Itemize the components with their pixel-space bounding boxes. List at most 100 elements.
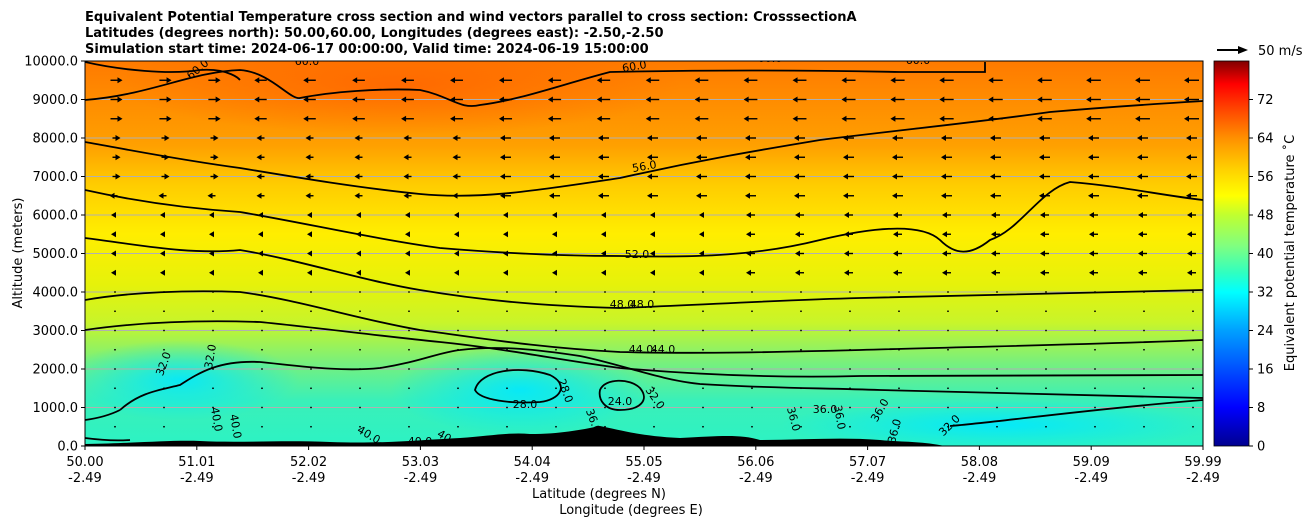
wind-vector — [254, 115, 267, 122]
wind-vector — [647, 173, 658, 180]
contour-label: 40.0 — [208, 406, 225, 432]
wind-vector — [1184, 77, 1199, 84]
wind-vector — [996, 425, 998, 428]
wind-vector — [601, 212, 606, 218]
wind-vector — [114, 291, 116, 293]
colorbar-tick-label: 32 — [1257, 286, 1274, 301]
wind-vector — [746, 212, 755, 218]
contour-44 — [85, 290, 1203, 354]
wind-vector — [452, 135, 461, 141]
wind-vector — [942, 212, 951, 218]
wind-vector — [647, 154, 658, 161]
wind-vector — [947, 368, 949, 370]
wind-vector — [110, 77, 123, 84]
wind-vector — [898, 406, 900, 409]
wind-vector — [1192, 348, 1194, 351]
wind-vector — [699, 231, 704, 238]
wind-vector — [598, 173, 609, 180]
contour-60-top — [85, 62, 986, 107]
wind-vector — [258, 231, 263, 238]
wind-vector — [696, 173, 707, 180]
wind-vector — [892, 154, 903, 161]
wind-vector — [1187, 269, 1196, 276]
wind-vector — [604, 406, 606, 409]
wind-vector — [212, 387, 214, 390]
wind-vector — [114, 406, 116, 409]
wind-vector — [893, 269, 902, 276]
wind-vector — [751, 406, 753, 409]
x-tick-label-lon: -2.49 — [292, 471, 326, 486]
wind-vector — [898, 368, 900, 370]
wind-vector — [794, 173, 805, 180]
y-axis-label: Altitude (meters) — [11, 198, 26, 309]
plot-area: 60.0 60.0 60.0 60.0 60.056.052.048.048.044.0… — [85, 58, 1203, 446]
wind-vector — [307, 269, 312, 276]
wind-vector — [849, 329, 851, 332]
wind-vector — [702, 406, 704, 409]
wind-vector — [996, 310, 998, 313]
contour-32-bottom — [85, 399, 1203, 427]
wind-vector — [110, 115, 123, 122]
wind-vector — [1143, 406, 1145, 409]
wind-vector — [1192, 291, 1194, 293]
wind-vector — [745, 173, 756, 180]
wind-vector — [939, 96, 954, 103]
x-axis-ticks: 50.00-2.4951.01-2.4952.02-2.4953.03-2.49… — [66, 446, 1222, 486]
wind-vector — [751, 310, 753, 313]
wind-vector — [207, 192, 216, 199]
wind-vector — [800, 406, 802, 409]
wind-vector — [653, 425, 655, 428]
wind-vector — [653, 348, 655, 351]
wind-vector — [751, 348, 753, 351]
wind-vector — [751, 329, 753, 332]
wind-vector — [503, 269, 508, 276]
wind-vector — [1186, 154, 1197, 161]
wind-vector — [210, 154, 219, 161]
contour-label: 60.0 — [621, 58, 647, 75]
chart-title-line-3: Simulation start time: 2024-06-17 00:00:… — [85, 42, 649, 57]
wind-vector — [990, 173, 1001, 180]
wind-vector — [598, 154, 609, 161]
colorbar-tick-label: 0 — [1257, 440, 1265, 455]
wind-vector — [653, 310, 655, 313]
wind-vector — [1135, 77, 1150, 84]
contour-36 — [119, 347, 1203, 411]
wind-vector — [1192, 406, 1194, 409]
wind-vector — [598, 192, 609, 199]
wind-vector — [849, 425, 851, 428]
wind-vector — [996, 406, 998, 409]
wind-vector — [208, 96, 221, 103]
wind-vector — [305, 135, 314, 141]
contour-label: 44.0 — [651, 343, 676, 356]
wind-vector — [503, 212, 508, 218]
wind-vector — [647, 135, 658, 141]
wind-vector — [261, 329, 263, 332]
wind-vector — [601, 250, 606, 257]
wind-vector — [743, 115, 758, 122]
wind-vector — [261, 387, 263, 390]
wind-vector — [751, 291, 753, 293]
wind-vector — [650, 269, 655, 276]
wind-vector — [991, 231, 1000, 238]
wind-vector — [604, 291, 606, 293]
wind-vector — [843, 154, 854, 161]
wind-vector — [849, 310, 851, 313]
wind-vector — [795, 269, 804, 276]
wind-vector — [112, 154, 121, 161]
wind-vector — [457, 329, 459, 332]
wind-vector — [359, 348, 361, 351]
wind-vector — [1192, 368, 1194, 370]
contour-28-closed — [598, 379, 645, 411]
x-tick-label-lon: -2.49 — [515, 471, 549, 486]
x-tick-label-lat: 51.01 — [178, 455, 215, 470]
wind-vector — [1045, 348, 1047, 351]
colorbar-gradient — [1213, 60, 1250, 447]
wind-vector — [112, 135, 121, 141]
wind-vector — [208, 115, 221, 122]
wind-vector — [947, 310, 949, 313]
wind-vector — [163, 425, 165, 428]
wind-vector — [408, 425, 410, 428]
wind-vector — [1138, 269, 1147, 276]
wind-vector — [403, 135, 412, 141]
y-tick-label: 2000.0 — [33, 363, 79, 378]
